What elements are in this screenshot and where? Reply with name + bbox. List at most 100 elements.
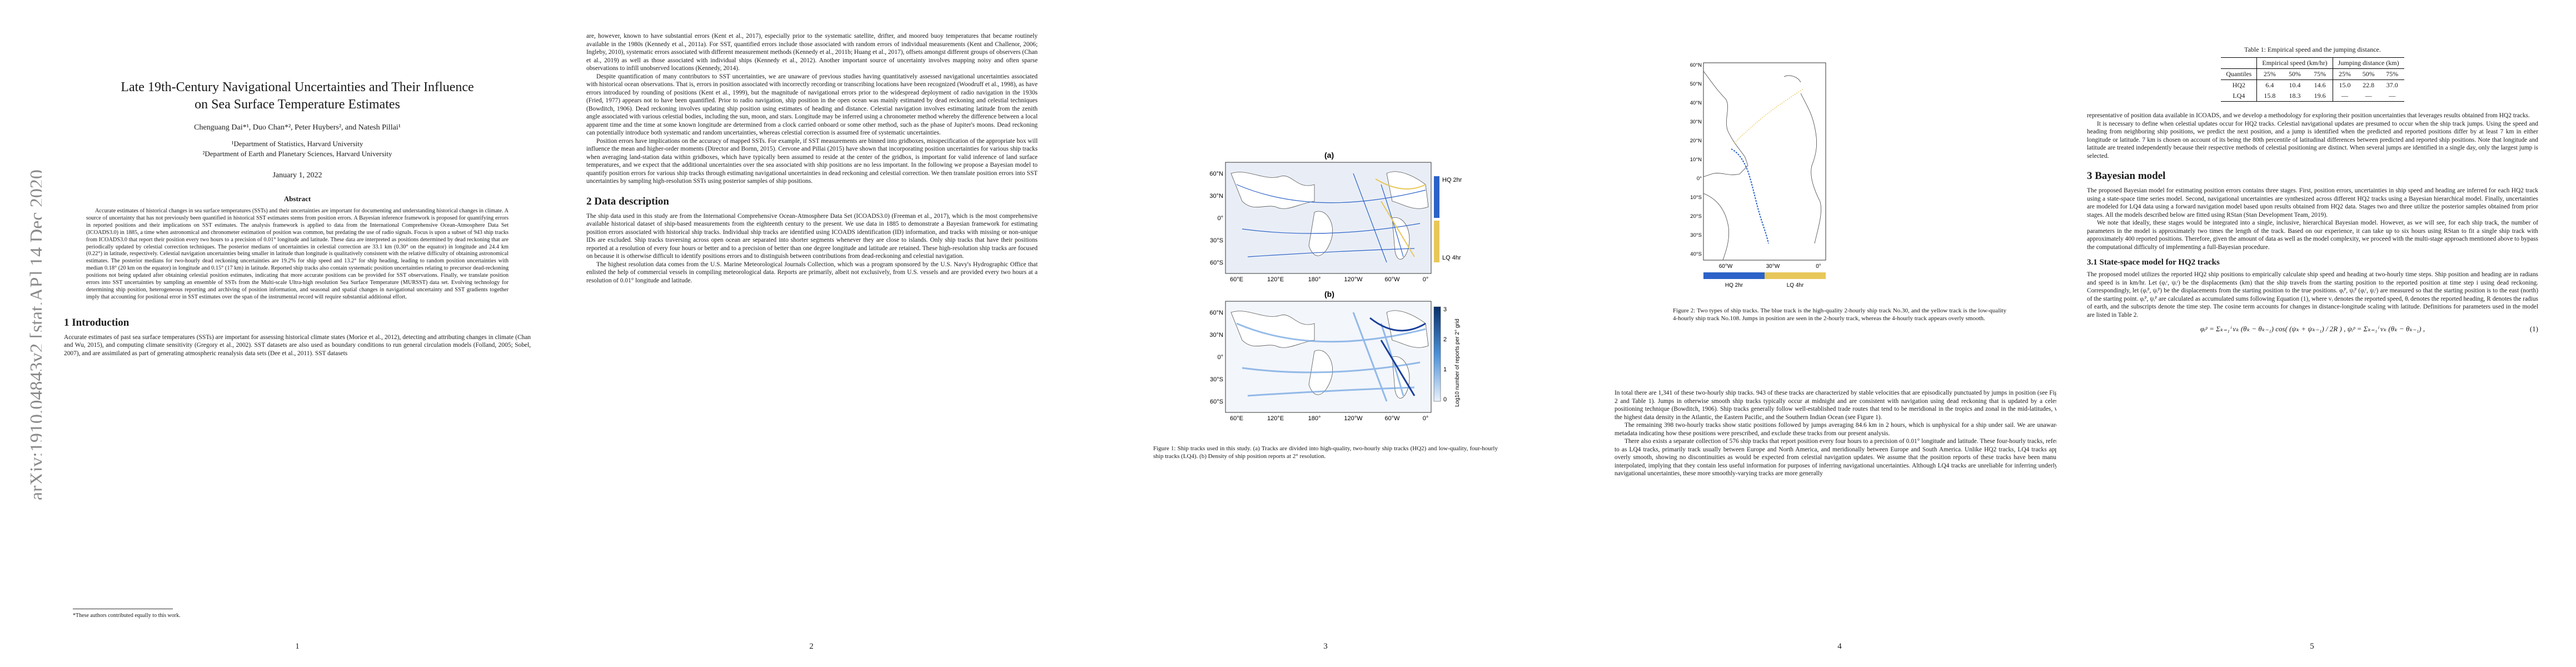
affiliation-2: ²Department of Earth and Planetary Scien… (202, 150, 392, 158)
affiliations: ¹Department of Statistics, Harvard Unive… (64, 139, 531, 159)
paragraph: The proposed model utilizes the reported… (2087, 271, 2538, 318)
legend-label-lq: LQ 4hr (1442, 255, 1461, 261)
lq-ship-track (1733, 88, 1804, 144)
lon-label: 120°E (1267, 276, 1284, 283)
section-heading-introduction: 1 Introduction (64, 316, 129, 328)
lat-label: 30°N (1690, 119, 1702, 125)
paragraph: representative of position data availabl… (2087, 112, 2530, 119)
table-header-cell: 50% (2362, 70, 2375, 78)
figure-1: (a) HQ 2hr LQ 4hr 60°N 30°N 0° 30°S (1148, 151, 1503, 440)
table-group-header-jump: Jumping distance (km) (2332, 57, 2404, 69)
table-cell: 18.3 (2289, 92, 2301, 99)
lat-label: 60°N (1209, 310, 1223, 316)
page-1: Late 19th-Century Navigational Uncertain… (42, 0, 553, 667)
author-list: Chenguang Dai*¹, Duo Chan*², Peter Huybe… (194, 123, 401, 132)
figure-2-lon-labels: 60°W 30°W 0° (1719, 263, 1821, 270)
table-cell: 14.6 (2314, 81, 2326, 89)
table-1: Empirical speed (km/hr) Jumping distance… (2221, 57, 2404, 102)
colorbar-tick: 2 (1443, 336, 1447, 343)
lat-label: 60°N (1209, 171, 1223, 177)
section-heading-bayesian-model: 3 Bayesian model (2087, 170, 2166, 182)
lon-label: 120°W (1344, 415, 1363, 422)
table-cell: HQ2 (2232, 81, 2246, 89)
figure-1-map-panels: (a) HQ 2hr LQ 4hr 60°N 30°N 0° 30°S (1209, 151, 1462, 422)
legend-swatch-lq (1434, 221, 1439, 262)
legend-label-hq: HQ 2hr (1725, 282, 1743, 288)
page-3: (a) HQ 2hr LQ 4hr 60°N 30°N 0° 30°S (1070, 0, 1581, 667)
table-cell: — (2365, 92, 2372, 99)
lon-label: 0° (1423, 415, 1429, 422)
paragraph: Despite quantification of many contribut… (586, 73, 1038, 137)
lat-label: 10°S (1690, 195, 1702, 201)
legend-swatch-lq (1765, 272, 1826, 279)
paper-title: Late 19th-Century Navigational Uncertain… (64, 79, 531, 113)
lat-label: 0° (1217, 354, 1223, 361)
lon-label: 180° (1308, 415, 1321, 422)
panel-a-label: (a) (1324, 151, 1334, 160)
legend-label-lq: LQ 4hr (1787, 282, 1804, 288)
figure-2-caption: Figure 2: Two types of ship tracks. The … (1673, 307, 2006, 322)
colorbar-ticks: 3 2 1 0 (1443, 306, 1447, 403)
page-number: 1 (295, 642, 300, 651)
lat-label: 50°N (1690, 81, 1702, 87)
colorbar-tick: 0 (1443, 396, 1447, 403)
lon-label: 60°E (1230, 415, 1243, 422)
lat-label: 30°S (1690, 232, 1702, 238)
page-4: 60°N 50°N 40°N 30°N 20°N 10°N 0° 10°S 20… (1584, 0, 2095, 667)
lon-label: 60°W (1384, 276, 1400, 283)
lat-label: 60°S (1210, 399, 1223, 405)
paper-title-line-1: Late 19th-Century Navigational Uncertain… (121, 80, 474, 94)
table-cell: 10.4 (2289, 81, 2301, 89)
panel-b-lon-labels: 60°E 120°E 180° 120°W 60°W 0° (1230, 415, 1428, 422)
table-header-cell: 25% (2332, 68, 2357, 80)
lon-label: 30°W (1766, 263, 1780, 270)
page-5: Table 1: Empirical speed and the jumping… (2056, 0, 2568, 667)
legend-label-hq: HQ 2hr (1442, 177, 1462, 183)
lat-label: 20°N (1690, 138, 1702, 144)
lon-label: 60°W (1384, 415, 1400, 422)
paragraph: In total there are 1,341 of these two-ho… (1615, 390, 2066, 421)
lat-label: 60°S (1210, 260, 1223, 266)
panel-a-map: HQ 2hr LQ 4hr 60°N 30°N 0° 30°S 60°S 60°… (1209, 162, 1462, 283)
introduction-paragraph: Accurate estimates of past sea surface t… (64, 334, 531, 357)
figure-2: 60°N 50°N 40°N 30°N 20°N 10°N 0° 10°S 20… (1673, 60, 1851, 305)
equation-body: φᵢᵖ = Σₖ₌₁ⁱ vₖ (θₖ − θₖ₋₁) cos( (ψₖ + ψₖ… (2200, 325, 2425, 333)
page-number: 5 (2310, 642, 2314, 651)
panel-b-label: (b) (1324, 290, 1334, 298)
paragraph: It is necessary to define when celestial… (2087, 120, 2538, 160)
colorbar-label: Log10 number of reports per 2° grid (1454, 318, 1461, 407)
affiliation-1: ¹Department of Statistics, Harvard Unive… (231, 140, 363, 148)
table-group-header-speed: Empirical speed (km/hr) (2256, 57, 2333, 69)
hq-ship-track (1731, 148, 1769, 244)
legend-swatch-hq (1703, 272, 1765, 279)
page-number: 3 (1323, 642, 1328, 651)
lat-label: 30°S (1210, 376, 1223, 383)
equation-1: φᵢᵖ = Σₖ₌₁ⁱ vₖ (θₖ − θₖ₋₁) cos( (ψₖ + ψₖ… (2087, 325, 2538, 334)
colorbar-tick: 3 (1443, 306, 1447, 313)
subsection-heading-state-space-model: 3.1 State-space model for HQ2 tracks (2087, 258, 2220, 267)
panel-b-lat-labels: 60°N 30°N 0° 30°S 60°S (1209, 310, 1223, 405)
paper-date: January 1, 2022 (272, 171, 322, 180)
table-cell (2221, 58, 2257, 69)
lon-label: 180° (1308, 276, 1321, 283)
figure-2-map: 60°N 50°N 40°N 30°N 20°N 10°N 0° 10°S 20… (1690, 62, 1826, 288)
table-cell: 15.8 (2256, 91, 2283, 102)
figure-1-caption: Figure 1: Ship tracks used in this study… (1153, 445, 1498, 460)
footnote: *These authors contributed equally to th… (73, 613, 181, 619)
lat-label: 0° (1217, 215, 1223, 222)
table-row: HQ2 6.4 10.4 14.6 15.0 22.8 37.0 (2221, 79, 2404, 91)
panel-b-map: 3 2 1 0 Log10 number of reports per 2° g… (1209, 301, 1461, 422)
abstract-text: Accurate estimates of historical changes… (86, 208, 509, 300)
page-number: 2 (809, 642, 814, 651)
figure-2-lat-labels: 60°N 50°N 40°N 30°N 20°N 10°N 0° 10°S 20… (1690, 62, 1702, 257)
table-header-cell: 50% (2288, 70, 2301, 78)
lat-label: 30°N (1209, 332, 1223, 339)
table-cell: — (2332, 91, 2357, 102)
paragraph: The proposed Bayesian model for estimati… (2087, 187, 2538, 218)
table-cell: 22.8 (2363, 81, 2375, 89)
table-header-cell: Quantiles (2226, 70, 2252, 78)
table-1-caption: Table 1: Empirical speed and the jumping… (2244, 46, 2381, 53)
equation-number: (1) (2529, 325, 2538, 333)
lat-label: 0° (1697, 176, 1702, 182)
table-header-cell: 75% (2314, 70, 2326, 78)
